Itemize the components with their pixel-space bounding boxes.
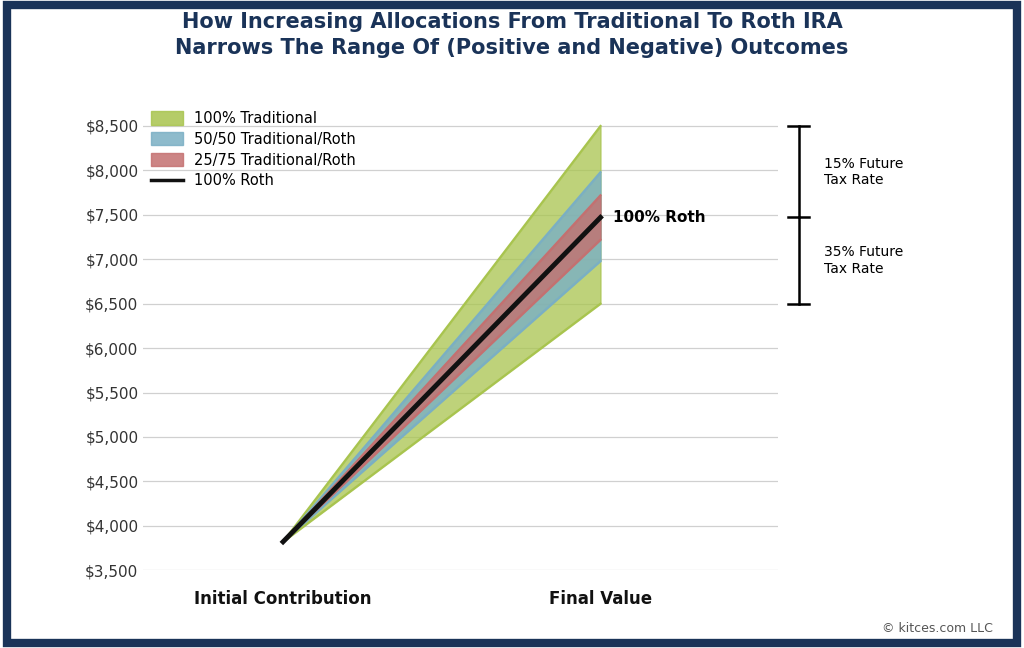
Text: © kitces.com LLC: © kitces.com LLC — [883, 622, 993, 635]
Text: 15% Future
Tax Rate: 15% Future Tax Rate — [824, 157, 904, 187]
Text: How Increasing Allocations From Traditional To Roth IRA
Narrows The Range Of (Po: How Increasing Allocations From Traditio… — [175, 12, 849, 58]
Text: Initial Contribution: Initial Contribution — [195, 590, 372, 608]
Text: Final Value: Final Value — [549, 590, 652, 608]
Legend: 100% Traditional, 50/50 Traditional/Roth, 25/75 Traditional/Roth, 100% Roth: 100% Traditional, 50/50 Traditional/Roth… — [151, 111, 356, 189]
Text: 100% Roth: 100% Roth — [613, 210, 706, 225]
Text: 35% Future
Tax Rate: 35% Future Tax Rate — [824, 246, 903, 275]
